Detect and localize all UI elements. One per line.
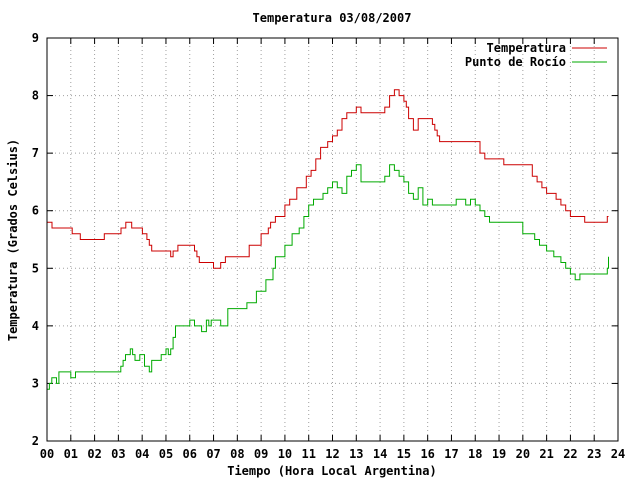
axis-ticks: 00 01 02 03 04 05 06 07 08 09 10 11 12 13 14 15 16 17 18 19…: [32, 31, 625, 461]
y-tick-label: 2: [32, 434, 39, 448]
x-tick-label: 19: [492, 447, 506, 461]
y-tick-label: 9: [32, 31, 39, 45]
y-tick-label: 7: [32, 146, 39, 160]
y-tick-label: 4: [32, 319, 39, 333]
x-tick-label: 08: [230, 447, 244, 461]
x-tick-label: 23: [587, 447, 601, 461]
x-tick-label: 15: [397, 447, 411, 461]
legend-label: Punto de Rocío: [465, 55, 566, 69]
x-tick-label: 13: [349, 447, 363, 461]
x-tick-label: 02: [87, 447, 101, 461]
x-axis-label: Tiempo (Hora Local Argentina): [227, 464, 437, 478]
x-tick-label: 22: [563, 447, 577, 461]
x-tick-label: 21: [539, 447, 553, 461]
x-tick-label: 16: [420, 447, 434, 461]
x-tick-label: 00: [40, 447, 54, 461]
chart-title: Temperatura 03/08/2007: [253, 11, 412, 25]
x-tick-label: 06: [183, 447, 197, 461]
y-axis-label: Temperatura (Grados Celsius): [6, 139, 20, 341]
grid: [47, 38, 618, 441]
y-tick-label: 3: [32, 376, 39, 390]
plot-frame: [46, 37, 619, 442]
y-tick-label: 8: [32, 89, 39, 103]
series-line-punto-de-rocio: [47, 164, 609, 390]
x-tick-label: 05: [159, 447, 173, 461]
x-tick-label: 11: [301, 447, 315, 461]
series-line-temperatura: [47, 89, 609, 269]
x-tick-label: 04: [135, 447, 149, 461]
y-tick-label: 5: [32, 261, 39, 275]
x-tick-label: 24: [611, 447, 625, 461]
x-tick-label: 09: [254, 447, 268, 461]
series-layer: [47, 89, 609, 390]
x-tick-label: 17: [444, 447, 458, 461]
x-tick-label: 03: [111, 447, 125, 461]
x-tick-label: 12: [325, 447, 339, 461]
x-tick-label: 14: [373, 447, 387, 461]
x-tick-label: 10: [278, 447, 292, 461]
x-tick-label: 18: [468, 447, 482, 461]
x-tick-label: 01: [64, 447, 78, 461]
x-tick-label: 07: [206, 447, 220, 461]
legend-label: Temperatura: [487, 41, 566, 55]
y-tick-label: 6: [32, 204, 39, 218]
x-tick-label: 20: [516, 447, 530, 461]
